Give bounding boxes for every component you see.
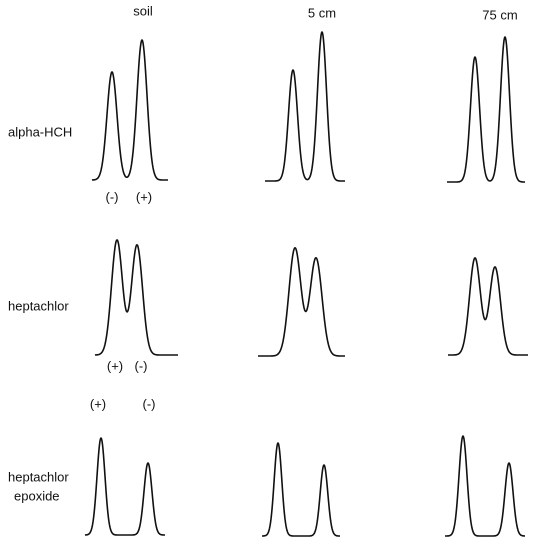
enantiomer-label: (-) — [143, 396, 156, 411]
row-label: heptachlor — [8, 298, 69, 313]
row-label: epoxide — [14, 488, 60, 503]
column-header: soil — [133, 3, 153, 18]
chromatogram-trace — [447, 257, 529, 356]
column-header: 75 cm — [482, 7, 517, 22]
enantiomer-label: (+) — [90, 396, 106, 411]
chromatogram-trace — [94, 239, 179, 356]
chromatogram-trace — [257, 247, 346, 357]
chromatograms — [84, 31, 529, 537]
column-header: 5 cm — [308, 5, 336, 20]
chromatogram-trace — [261, 442, 341, 537]
row-label: heptachlor — [8, 469, 69, 484]
enantiomer-label: (-) — [135, 358, 148, 373]
chromatogram-trace — [84, 437, 166, 536]
enantiomer-label: (+) — [136, 189, 152, 204]
enantiomer-label: (-) — [106, 189, 119, 204]
enantiomer-label: (+) — [107, 358, 123, 373]
chromatogram-trace — [264, 31, 346, 182]
chromatogram-trace — [446, 36, 526, 183]
chromatogram-trace — [91, 39, 169, 181]
chromatogram-trace — [444, 435, 526, 537]
row-label: alpha-HCH — [8, 124, 72, 139]
